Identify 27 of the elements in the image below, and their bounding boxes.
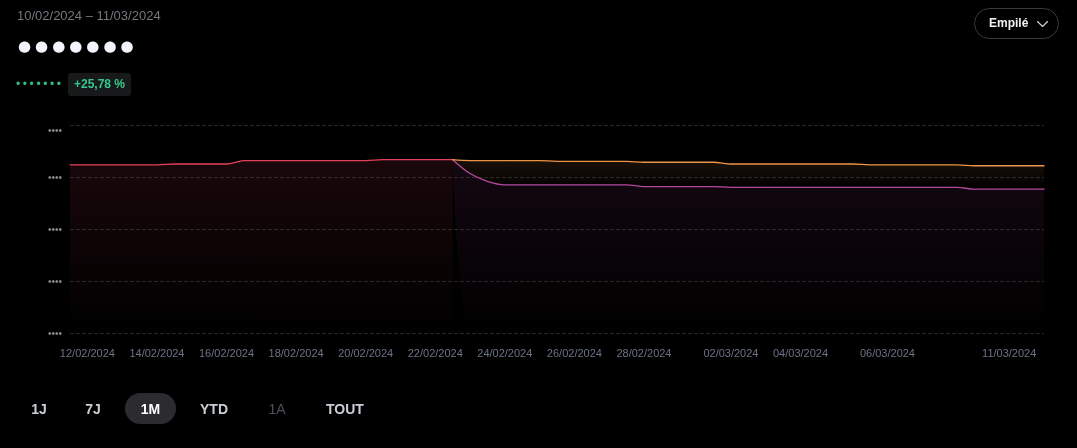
x-tick-label: 14/02/2024 bbox=[129, 346, 185, 359]
text: TOUT bbox=[326, 401, 364, 417]
badge: +25,78 % bbox=[68, 73, 132, 96]
x-tick-label: 24/02/2024 bbox=[477, 346, 533, 359]
x-tick-label: 16/02/2024 bbox=[199, 346, 255, 359]
x-tick-label: 11/03/2024 bbox=[982, 346, 1037, 359]
x-tick-label: 04/03/2024 bbox=[772, 346, 829, 359]
x-tick-label: 06/03/2024 bbox=[859, 346, 915, 359]
text: •••• bbox=[47, 171, 62, 183]
text: ••••••• bbox=[16, 76, 64, 92]
x-tick-label: 18/02/2024 bbox=[268, 346, 324, 359]
x-tick-label: 12/02/2024 bbox=[59, 346, 115, 359]
x-tick-label: 20/02/2024 bbox=[338, 346, 394, 359]
text: 7J bbox=[85, 401, 101, 417]
text: 1J bbox=[31, 401, 47, 417]
x-tick-label: 28/02/2024 bbox=[616, 346, 672, 359]
x-tick-label: 26/02/2024 bbox=[546, 346, 602, 359]
text: •••• bbox=[47, 124, 62, 136]
text: •••• bbox=[47, 275, 62, 287]
text: YTD bbox=[200, 401, 228, 417]
text: ●●●●●●● bbox=[18, 36, 138, 57]
text: •••• bbox=[47, 327, 63, 339]
text: •••• bbox=[47, 223, 62, 235]
text: 1A bbox=[268, 401, 286, 417]
x-tick-label: 22/02/2024 bbox=[407, 346, 463, 359]
chart-title: 10/02/2024 – 11/03/2024 bbox=[17, 8, 161, 24]
x-tick-label: 02/03/2024 bbox=[703, 346, 759, 359]
